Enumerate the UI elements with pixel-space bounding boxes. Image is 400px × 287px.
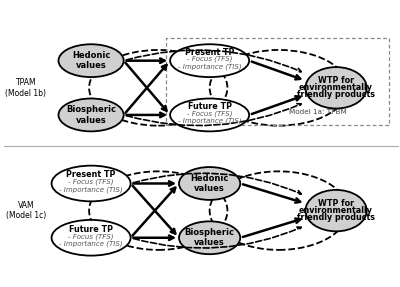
Text: - Importance (TIS): - Importance (TIS) xyxy=(59,240,123,247)
Text: TPAM
(Model 1b): TPAM (Model 1b) xyxy=(5,78,46,98)
Text: - Focus (TFS): - Focus (TFS) xyxy=(68,233,114,240)
Text: WTP for: WTP for xyxy=(318,76,354,85)
Text: Future TP: Future TP xyxy=(69,225,113,234)
Text: Present TP: Present TP xyxy=(66,170,116,179)
Ellipse shape xyxy=(58,44,124,77)
Text: environmentally: environmentally xyxy=(299,206,373,215)
Text: - Focus (TFS): - Focus (TFS) xyxy=(68,179,114,185)
Text: Present TP: Present TP xyxy=(185,48,234,57)
Ellipse shape xyxy=(170,98,249,131)
Text: - Importance (TIS): - Importance (TIS) xyxy=(178,63,242,70)
Ellipse shape xyxy=(306,190,367,231)
Text: Biospheric
values: Biospheric values xyxy=(66,105,116,125)
Text: Model 1a: TPBM: Model 1a: TPBM xyxy=(290,109,347,115)
Ellipse shape xyxy=(179,221,240,254)
Text: - Focus (TFS): - Focus (TFS) xyxy=(187,56,232,63)
Ellipse shape xyxy=(52,166,130,201)
Ellipse shape xyxy=(179,167,240,200)
Text: - Importance (TIS): - Importance (TIS) xyxy=(59,186,123,193)
Text: Hedonic
values: Hedonic values xyxy=(190,174,229,193)
Text: - Importance (TIS): - Importance (TIS) xyxy=(178,117,242,124)
Text: friendly products: friendly products xyxy=(297,213,375,222)
Text: friendly products: friendly products xyxy=(297,90,375,100)
Text: - Focus (TFS): - Focus (TFS) xyxy=(187,110,232,117)
Ellipse shape xyxy=(52,220,130,256)
Ellipse shape xyxy=(58,98,124,131)
Text: WTP for: WTP for xyxy=(318,199,354,208)
Text: Hedonic
values: Hedonic values xyxy=(72,51,110,70)
Ellipse shape xyxy=(170,44,249,77)
Text: environmentally: environmentally xyxy=(299,83,373,92)
Text: Biospheric
values: Biospheric values xyxy=(185,228,235,247)
Text: Future TP: Future TP xyxy=(188,102,232,111)
Text: VAM
(Model 1c): VAM (Model 1c) xyxy=(6,201,46,220)
Ellipse shape xyxy=(306,67,367,108)
